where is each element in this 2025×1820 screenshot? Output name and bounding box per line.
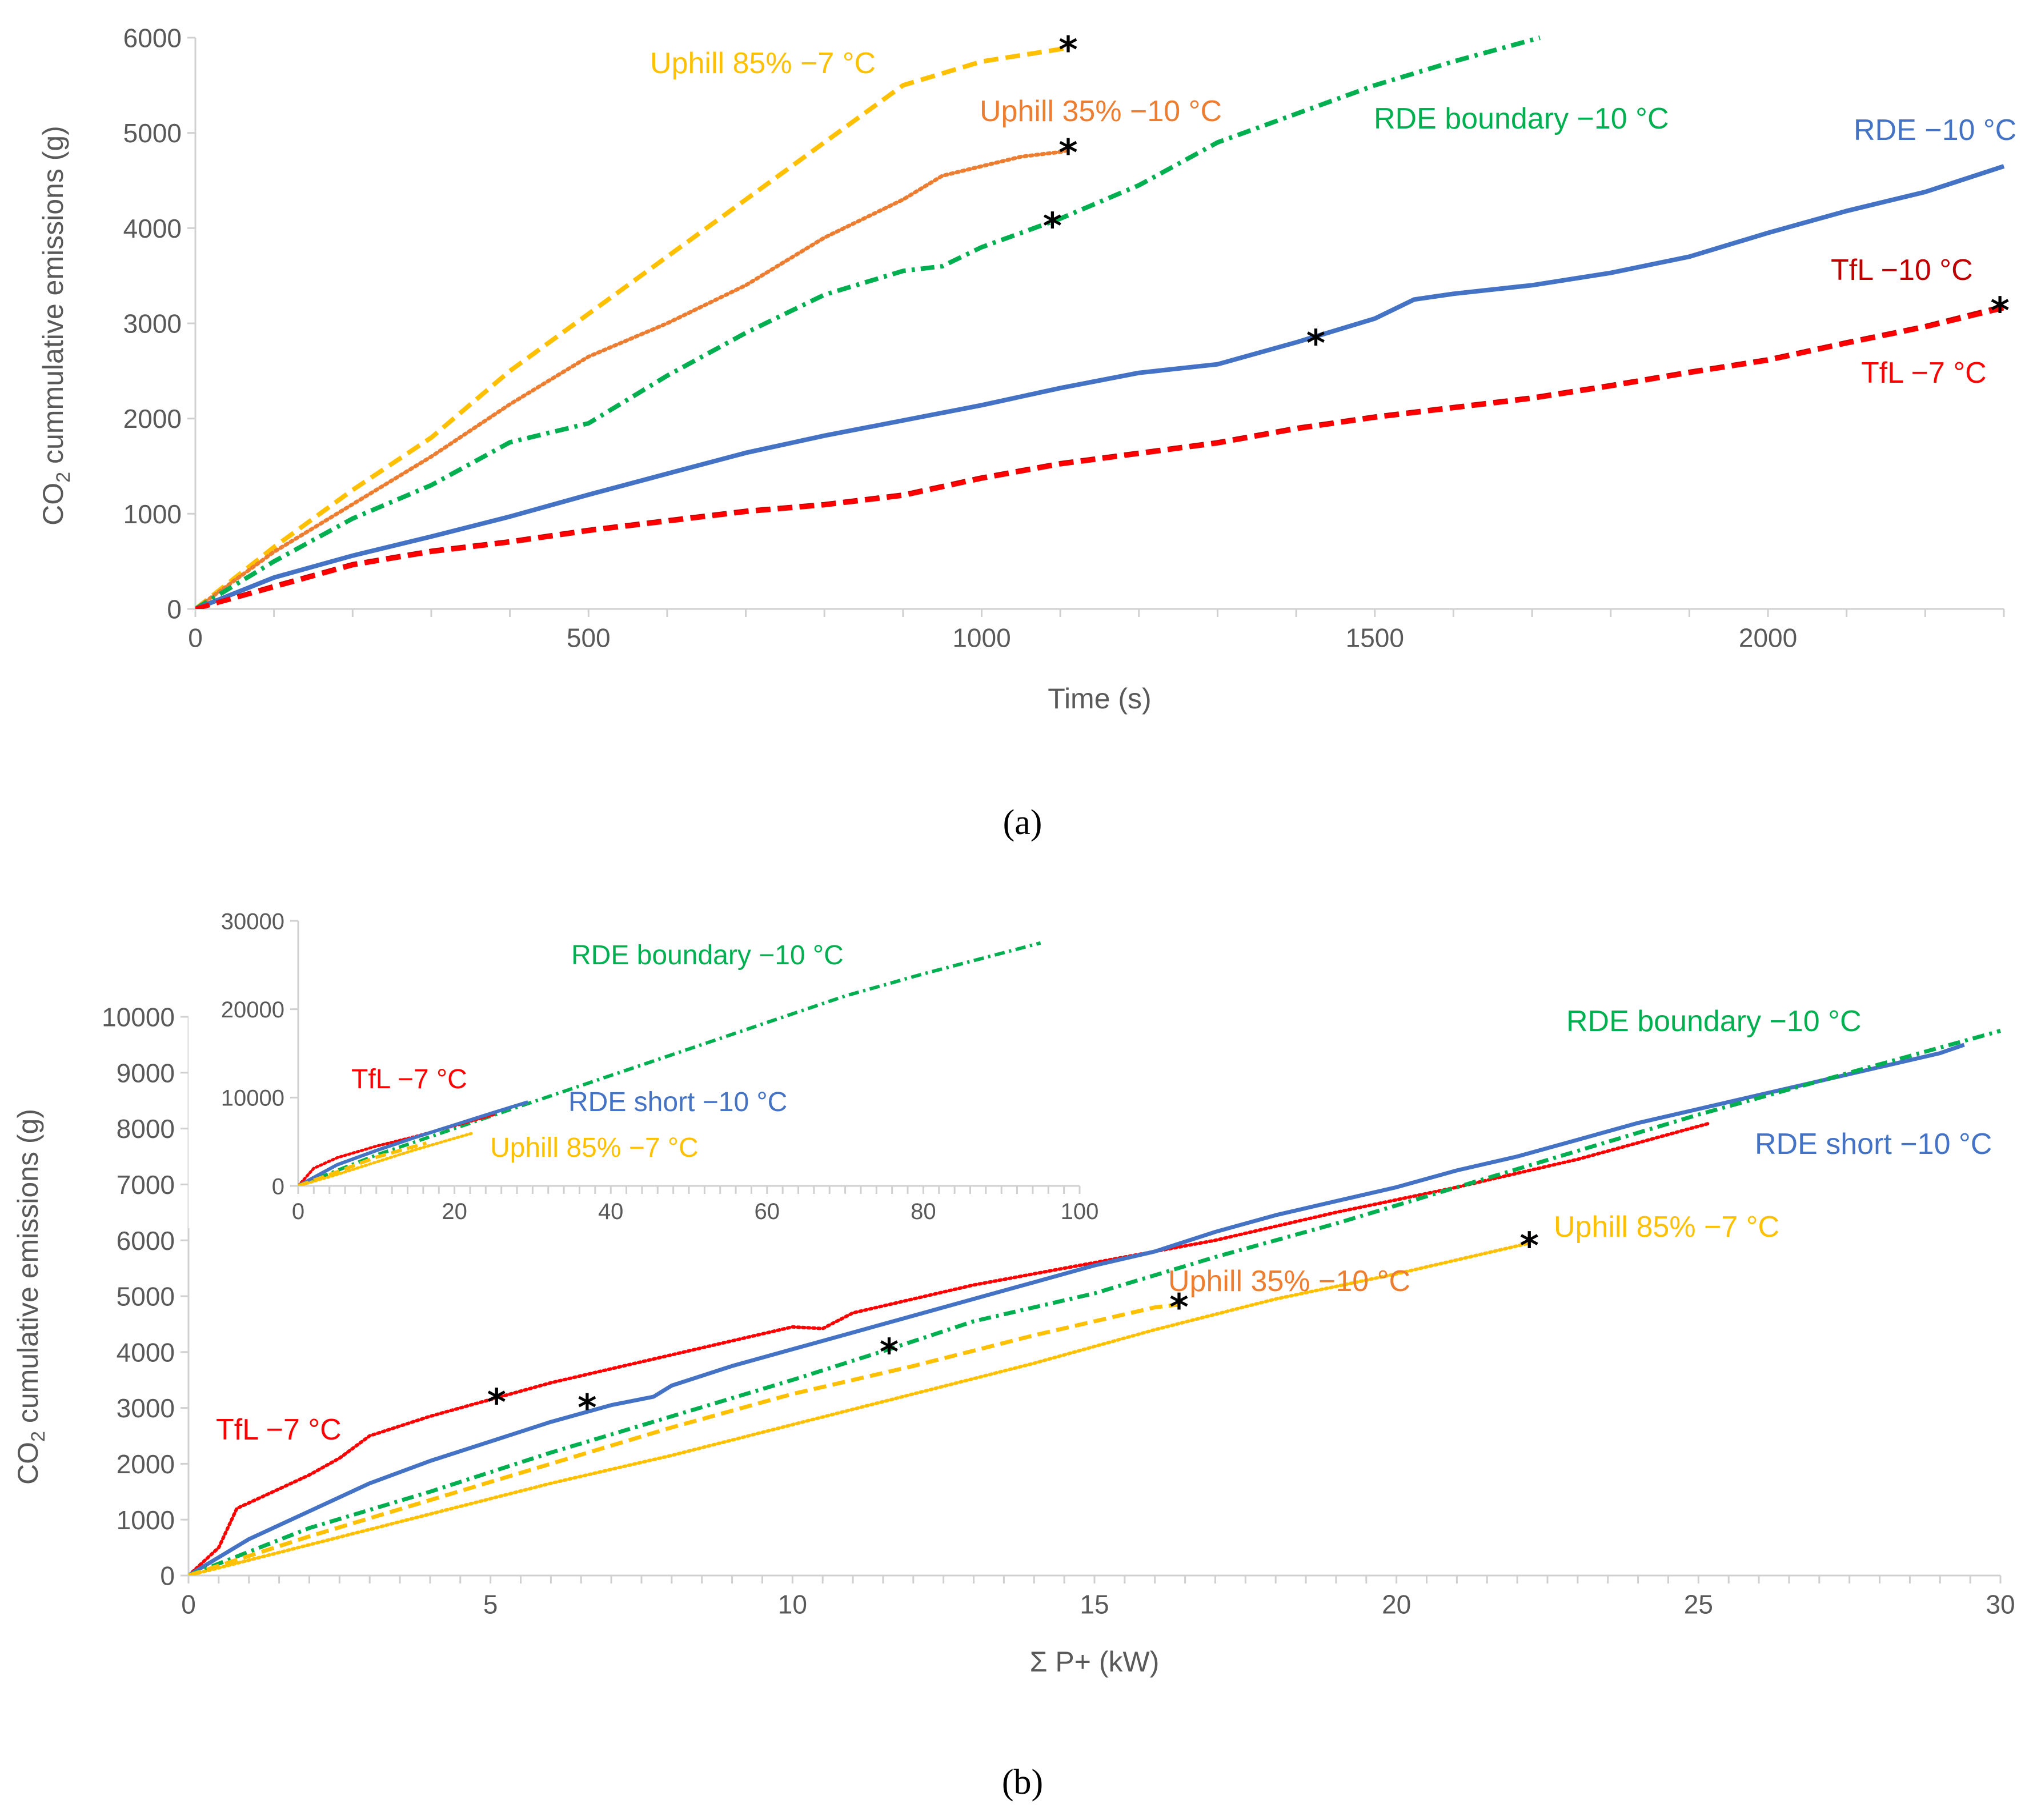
panel-a-marker-uphill-35-10-c: *	[1058, 133, 1077, 175]
panel-a-y-axis-title-sub: 2	[53, 472, 74, 483]
panel-b-x-tick-label: 20	[1382, 1590, 1411, 1619]
inset-y-tick-label: 0	[272, 1174, 284, 1199]
inset-x-tick-label: 20	[442, 1199, 467, 1224]
inset-series-group	[298, 941, 1041, 1186]
panel-b-y-tick-label: 10000	[102, 1003, 175, 1032]
inset-series-rde-short-10-c-line	[298, 1100, 529, 1186]
inset-x-tick-label: 80	[911, 1199, 936, 1224]
panel-b-marker-tfl-7-c: *	[487, 1382, 506, 1424]
panel-a-y-tick-label: 5000	[123, 118, 182, 148]
panel-b-x-tick-label: 5	[483, 1590, 498, 1619]
panel-b-marker-rde-boundary-10-c: *	[880, 1332, 899, 1374]
panel-a-x-tick-label: 0	[188, 623, 203, 653]
inset-label-tfl-7-c: TfL −7 °C	[351, 1064, 467, 1095]
inset-y-tick-label: 30000	[221, 909, 284, 934]
panel-b-y-tick-label: 3000	[117, 1393, 175, 1423]
inset-label-rde-short-10-c: RDE short −10 °C	[568, 1087, 787, 1117]
panel-a-y-tick-label: 2000	[123, 404, 182, 434]
panel-b-series-uphill-35-10-c-line	[189, 1302, 1180, 1576]
panel-b-y-tick-label: 6000	[117, 1226, 175, 1256]
panel-b-series-uphill-85-7-c-line	[189, 1241, 1531, 1576]
inset-y-tick-label: 10000	[221, 1086, 284, 1111]
panel-a-series-rde-10-c-line	[195, 164, 2005, 609]
panel-b-series-rde-short-10-c-line	[189, 1043, 1965, 1576]
panel-b-series-tfl-7-c-line	[189, 1121, 1713, 1576]
panel-a-x-tick-label: 500	[567, 623, 611, 653]
panel-b-series-rde-boundary-10-c-line	[189, 1029, 2001, 1576]
panel-a-marker-tfl-10-c: *	[1990, 290, 2009, 332]
panel-b-label-rde-short-10-c: RDE short −10 °C	[1755, 1128, 1992, 1161]
panel-b-marker-uphill-85-7-c: *	[1520, 1225, 1539, 1268]
panel-b-x-tick-label: 0	[181, 1590, 196, 1619]
inset-x-tick-label: 40	[598, 1199, 624, 1224]
panel-a-series-tfl-7-c-line	[195, 306, 2004, 609]
panel-a-chart: 0 1000 2000 3000 4000 5000 6000 0 500 1000 1500 200…	[37, 23, 2016, 715]
panel-a-label-tfl-10-c: TfL −10 °C	[1831, 254, 1973, 287]
panel-a-x-tick-label: 1500	[1346, 623, 1404, 653]
panel-b-inset-chart: 0 10000 20000 30000 0 20 40 60 80 100 RDE boundary…	[189, 908, 1102, 1228]
panel-b-label-rde-boundary-10-c: RDE boundary −10 °C	[1566, 1005, 1862, 1038]
panel-b-x-tick-label: 30	[1986, 1590, 2015, 1619]
panel-a-label-rde-boundary-10-c: RDE boundary −10 °C	[1374, 102, 1669, 135]
panel-a-y-axis-title-rest: cummulative emissions (g)	[37, 126, 69, 472]
inset-y-tick-label: 20000	[221, 997, 284, 1023]
inset-background	[189, 908, 1102, 1228]
panel-b-label-uphill-85-7-c: Uphill 85% −7 °C	[1554, 1210, 1779, 1244]
inset-x-tick-label: 60	[755, 1199, 780, 1224]
inset-series-rde-boundary-10-c-line	[298, 941, 1041, 1186]
panel-a-x-tick-label: 2000	[1739, 623, 1797, 653]
inset-x-tick-label: 100	[1061, 1199, 1099, 1224]
panel-b-y-axis-title-main: CO	[12, 1442, 44, 1485]
panel-b-marker-uphill-35-10-c: *	[1169, 1287, 1188, 1329]
panel-a-label-uphill-85-7-c: Uphill 85% −7 °C	[650, 47, 876, 80]
panel-a-x-axis-title: Time (s)	[1048, 683, 1151, 715]
panel-a-series-group	[195, 35, 2005, 609]
panel-b-y-tick-label: 7000	[117, 1170, 175, 1200]
panel-a-marker-uphill-85-7-c: *	[1058, 30, 1077, 72]
panel-a-label-tfl-7-c: TfL −7 °C	[1861, 356, 1987, 390]
inset-label-uphill-85-7-c: Uphill 85% −7 °C	[490, 1133, 699, 1163]
panel-a-marker-rde-10-c: *	[1306, 323, 1325, 365]
panel-a-series-uphill-35-10-c-line	[195, 148, 1070, 609]
panel-b-marker-rde-short-10-c: *	[578, 1388, 596, 1430]
panel-a-y-tick-label: 1000	[123, 499, 182, 529]
panel-b-caption: (b)	[1002, 1763, 1043, 1802]
panel-b-y-axis-title: CO2 cumulative emissions (g)	[12, 1109, 49, 1485]
panel-b-x-axis-title: Σ P+ (kW)	[1030, 1646, 1160, 1678]
panel-b-y-axis-title-sub: 2	[27, 1431, 49, 1442]
panel-b-y-tick-label: 4000	[117, 1337, 175, 1367]
panel-b-y-tick-label: 5000	[117, 1282, 175, 1312]
panel-a-y-tick-label: 0	[167, 595, 182, 624]
panel-a-y-tick-label: 6000	[123, 23, 182, 53]
inset-x-tick-label: 0	[292, 1199, 304, 1224]
panel-b-x-tick-label: 25	[1684, 1590, 1713, 1619]
panel-b-y-tick-label: 9000	[117, 1058, 175, 1088]
panel-b-label-uphill-35-10-c: Uphill 35% −10 °C	[1168, 1265, 1410, 1298]
panel-b-y-tick-label: 2000	[117, 1449, 175, 1479]
panel-b-label-tfl-7-c: TfL −7 °C	[216, 1413, 342, 1446]
panel-b-y-tick-label: 1000	[117, 1505, 175, 1535]
panel-b-y-axis-title-rest: cumulative emissions (g)	[12, 1109, 44, 1431]
panel-a-label-rde-10-c: RDE −10 °C	[1854, 114, 2016, 147]
inset-series-uphill-35-10-c-line	[298, 1141, 427, 1186]
panel-a-series-rde-boundary-10-c-line	[195, 35, 1541, 609]
panel-b-chart: 0100020003000400050006000700080009000100…	[12, 1003, 2015, 1678]
panel-a-y-tick-label: 4000	[123, 214, 182, 243]
panel-b-x-tick-label: 10	[778, 1590, 807, 1619]
panel-b-y-tick-label: 0	[160, 1561, 175, 1591]
panel-a-label-uphill-35-10-c: Uphill 35% −10 °C	[980, 95, 1222, 128]
panel-a-y-axis-title-main: CO	[37, 483, 69, 526]
panel-a-y-tick-label: 3000	[123, 309, 182, 339]
panel-a-x-tick-label: 1000	[952, 623, 1011, 653]
panel-b-x-tick-label: 15	[1080, 1590, 1109, 1619]
panel-a-marker-rde-boundary-10-c: *	[1043, 206, 1062, 248]
inset-label-rde-boundary-10-c: RDE boundary −10 °C	[571, 940, 844, 971]
panel-a-y-axis-title: CO2 cummulative emissions (g)	[37, 126, 74, 526]
panel-b-series-group	[189, 1029, 2001, 1576]
panel-b-y-tick-label: 8000	[117, 1114, 175, 1144]
panel-a-caption: (a)	[1003, 803, 1042, 842]
